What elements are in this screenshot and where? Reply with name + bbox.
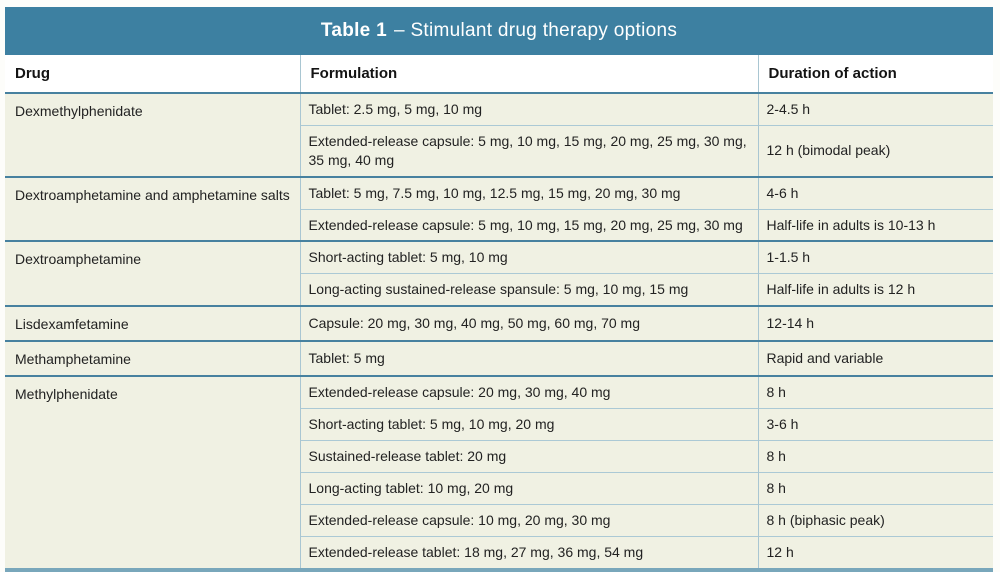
formulation-cell: Extended-release capsule: 5 mg, 10 mg, 1… xyxy=(299,124,758,177)
formulation-cell: Extended-release capsule: 20 mg, 30 mg, … xyxy=(299,375,758,409)
formulation-cell: Short-acting tablet: 5 mg, 10 mg, 20 mg xyxy=(299,407,758,441)
table-number-label: Table 1 xyxy=(320,20,387,41)
table-row: Extended-release tablet: 18 mg, 27 mg, 3… xyxy=(5,535,993,570)
duration-cell: 2-4.5 h xyxy=(757,91,993,126)
formulation-cell: Extended-release capsule: 5 mg, 10 mg, 1… xyxy=(299,208,758,242)
drug-cell: Methylphenidate xyxy=(5,375,300,570)
formulation-cell: Tablet: 5 mg, 7.5 mg, 10 mg, 12.5 mg, 15… xyxy=(299,175,758,210)
table-row: Short-acting tablet: 5 mg, 10 mg, 20 mg … xyxy=(5,407,993,441)
formulation-cell: Tablet: 2.5 mg, 5 mg, 10 mg xyxy=(299,91,758,126)
duration-cell: 1-1.5 h xyxy=(757,240,993,274)
table-row: Methylphenidate Extended-release capsule… xyxy=(5,375,993,570)
stimulant-drug-table: Drug Formulation Duration of action Dexm… xyxy=(5,55,993,572)
duration-cell: 8 h xyxy=(757,375,993,409)
table-row: Extended-release capsule: 5 mg, 10 mg, 1… xyxy=(5,124,993,177)
duration-cell: Rapid and variable xyxy=(757,340,993,377)
table-row: Extended-release capsule: 10 mg, 20 mg, … xyxy=(5,503,993,537)
table-row: Extended-release capsule: 5 mg, 10 mg, 1… xyxy=(5,208,993,242)
duration-cell: 12 h xyxy=(757,535,993,570)
table-title-text: – Stimulant drug therapy options xyxy=(394,20,678,41)
duration-cell: Half-life in adults is 12 h xyxy=(757,273,993,307)
duration-cell: Half-life in adults is 10-13 h xyxy=(757,208,993,242)
table-row: Dextroamphetamine Short-acting tablet: 5… xyxy=(5,240,993,307)
drug-cell: Dexmethylphenidate xyxy=(5,92,300,177)
formulation-cell: Tablet: 5 mg xyxy=(299,340,758,377)
formulation-cell: Short-acting tablet: 5 mg, 10 mg xyxy=(299,240,758,274)
duration-cell: 8 h xyxy=(757,471,993,505)
table-row: Dextroamphetamine and amphetamine salts … xyxy=(5,175,993,242)
formulation-cell: Extended-release capsule: 10 mg, 20 mg, … xyxy=(299,503,758,537)
column-header-duration: Duration of action xyxy=(757,55,993,93)
drug-cell: Methamphetamine xyxy=(5,340,300,377)
table-row: Methamphetamine Tablet: 5 mg Rapid and v… xyxy=(5,340,993,377)
formulation-cell: Long-acting tablet: 10 mg, 20 mg xyxy=(299,471,758,505)
formulation-cell: Long-acting sustained-release spansule: … xyxy=(299,273,758,307)
duration-cell: 3-6 h xyxy=(757,407,993,441)
duration-cell: 12-14 h xyxy=(757,305,993,342)
duration-cell: 8 h xyxy=(757,439,993,473)
table-title-bar: Table 1 – Stimulant drug therapy options xyxy=(5,7,993,55)
drug-cell: Dextroamphetamine xyxy=(5,240,300,307)
formulation-cell: Sustained-release tablet: 20 mg xyxy=(299,439,758,473)
table-row: Long-acting sustained-release spansule: … xyxy=(5,273,993,307)
table-row: Long-acting tablet: 10 mg, 20 mg 8 h xyxy=(5,471,993,505)
table-row: Sustained-release tablet: 20 mg 8 h xyxy=(5,439,993,473)
column-header-formulation: Formulation xyxy=(299,55,758,93)
drug-cell: Dextroamphetamine and amphetamine salts xyxy=(5,175,300,242)
duration-cell: 4-6 h xyxy=(757,175,993,210)
formulation-cell: Capsule: 20 mg, 30 mg, 40 mg, 50 mg, 60 … xyxy=(299,305,758,342)
duration-cell: 8 h (biphasic peak) xyxy=(757,503,993,537)
formulation-cell: Extended-release tablet: 18 mg, 27 mg, 3… xyxy=(299,535,758,570)
table-row: Dexmethylphenidate Tablet: 2.5 mg, 5 mg,… xyxy=(5,91,993,177)
table-header-row: Drug Formulation Duration of action xyxy=(5,55,993,93)
drug-cell: Lisdexamfetamine xyxy=(5,305,300,342)
table-row: Lisdexamfetamine Capsule: 20 mg, 30 mg, … xyxy=(5,305,993,342)
duration-cell: 12 h (bimodal peak) xyxy=(757,124,993,177)
column-header-drug: Drug xyxy=(5,55,300,93)
